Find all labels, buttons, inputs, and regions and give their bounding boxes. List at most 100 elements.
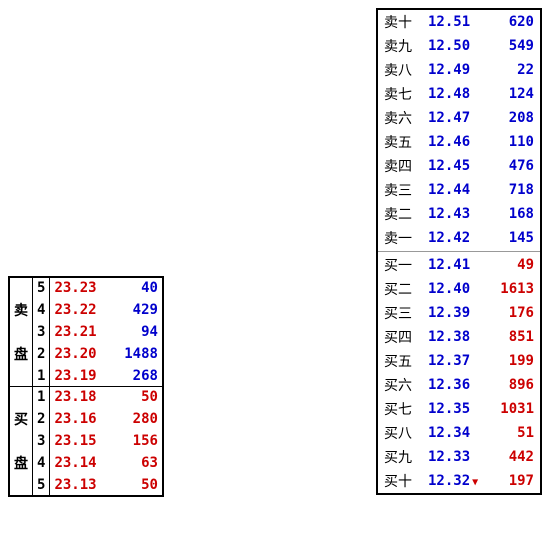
quantity-cell: 197 bbox=[478, 473, 534, 489]
level-number: 3 bbox=[33, 322, 50, 342]
level-label: 买五 bbox=[384, 351, 428, 371]
level-label: 买六 bbox=[384, 375, 428, 395]
price-cell: 23.13 bbox=[50, 475, 106, 495]
order-row: 买一12.4149 bbox=[378, 253, 540, 277]
order-row: 买二12.401613 bbox=[378, 277, 540, 301]
order-row: 卖二12.43168 bbox=[378, 202, 540, 226]
price-cell: 23.21 bbox=[50, 322, 106, 342]
quantity-cell: 168 bbox=[478, 206, 534, 222]
quantity-cell: 268 bbox=[106, 366, 162, 387]
order-row: 买五12.37199 bbox=[378, 349, 540, 373]
quantity-cell: 429 bbox=[106, 298, 162, 322]
level-label: 卖三 bbox=[384, 180, 428, 200]
level-label: 卖六 bbox=[384, 108, 428, 128]
level-label: 卖一 bbox=[384, 228, 428, 248]
order-book-5level-grid: 523.2340卖423.22429 323.2194盘223.201488 1… bbox=[10, 278, 162, 495]
order-row: 买九12.33442 bbox=[378, 445, 540, 469]
price-cell: 23.20 bbox=[50, 342, 106, 366]
quantity-cell: 718 bbox=[478, 182, 534, 198]
price-cell: 12.44 bbox=[428, 182, 478, 198]
quantity-cell: 94 bbox=[106, 322, 162, 342]
price-cell: 23.23 bbox=[50, 278, 106, 298]
order-row: 买十12.32▼197 bbox=[378, 469, 540, 493]
level-label: 买一 bbox=[384, 255, 428, 275]
quantity-cell: 156 bbox=[106, 431, 162, 451]
price-cell: 23.16 bbox=[50, 407, 106, 431]
price-cell: 12.34 bbox=[428, 425, 478, 441]
level-label: 卖五 bbox=[384, 132, 428, 152]
price-cell: 23.14 bbox=[50, 451, 106, 475]
level-label: 卖十 bbox=[384, 12, 428, 32]
quantity-cell: 1031 bbox=[478, 401, 534, 417]
quantity-cell: 208 bbox=[478, 110, 534, 126]
ask-bid-divider bbox=[378, 251, 540, 252]
buy-section: 买一12.4149买二12.401613买三12.39176买四12.38851… bbox=[378, 253, 540, 493]
quantity-cell: 476 bbox=[478, 158, 534, 174]
order-row: 卖九12.50549 bbox=[378, 34, 540, 58]
side-label-char bbox=[10, 387, 33, 408]
price-cell: 12.50 bbox=[428, 38, 478, 54]
side-label-char bbox=[10, 366, 33, 387]
quantity-cell: 442 bbox=[478, 449, 534, 465]
side-label-char bbox=[10, 322, 33, 342]
level-number: 2 bbox=[33, 342, 50, 366]
side-label-char: 盘 bbox=[10, 451, 33, 475]
quantity-cell: 851 bbox=[478, 329, 534, 345]
price-cell: 23.22 bbox=[50, 298, 106, 322]
price-cell: 12.41 bbox=[428, 257, 478, 273]
level-label: 买九 bbox=[384, 447, 428, 467]
price-cell: 12.37 bbox=[428, 353, 478, 369]
side-label-char bbox=[10, 475, 33, 495]
level-number: 5 bbox=[33, 475, 50, 495]
price-cell: 12.43 bbox=[428, 206, 478, 222]
order-row: 卖八12.4922 bbox=[378, 58, 540, 82]
order-row: 卖三12.44718 bbox=[378, 178, 540, 202]
order-row: 卖十12.51620 bbox=[378, 10, 540, 34]
price-cell: 12.47 bbox=[428, 110, 478, 126]
price-cell: 12.40 bbox=[428, 281, 478, 297]
order-book-5level: 523.2340卖423.22429 323.2194盘223.201488 1… bbox=[8, 276, 164, 497]
level-number: 3 bbox=[33, 431, 50, 451]
order-row: 卖七12.48124 bbox=[378, 82, 540, 106]
price-cell: 12.42 bbox=[428, 230, 478, 246]
price-cell: 12.32▼ bbox=[428, 473, 478, 489]
side-label-char: 卖 bbox=[10, 298, 33, 322]
level-label: 卖四 bbox=[384, 156, 428, 176]
level-label: 卖八 bbox=[384, 60, 428, 80]
level-number: 2 bbox=[33, 407, 50, 431]
order-row: 买八12.3451 bbox=[378, 421, 540, 445]
quantity-cell: 549 bbox=[478, 38, 534, 54]
quantity-cell: 1613 bbox=[478, 281, 534, 297]
quantity-cell: 280 bbox=[106, 407, 162, 431]
quantity-cell: 620 bbox=[478, 14, 534, 30]
quantity-cell: 22 bbox=[478, 62, 534, 78]
price-cell: 23.18 bbox=[50, 387, 106, 408]
quantity-cell: 176 bbox=[478, 305, 534, 321]
level-label: 买三 bbox=[384, 303, 428, 323]
level-label: 卖七 bbox=[384, 84, 428, 104]
quantity-cell: 40 bbox=[106, 278, 162, 298]
price-cell: 12.38 bbox=[428, 329, 478, 345]
quantity-cell: 63 bbox=[106, 451, 162, 475]
level-number: 5 bbox=[33, 278, 50, 298]
order-row: 卖六12.47208 bbox=[378, 106, 540, 130]
level-label: 买二 bbox=[384, 279, 428, 299]
order-row: 买四12.38851 bbox=[378, 325, 540, 349]
sell-section: 523.2340卖423.22429 323.2194盘223.201488 1… bbox=[10, 278, 162, 387]
price-cell: 12.33 bbox=[428, 449, 478, 465]
quantity-cell: 49 bbox=[478, 257, 534, 273]
order-row: 买六12.36896 bbox=[378, 373, 540, 397]
price-cell: 12.36 bbox=[428, 377, 478, 393]
quantity-cell: 896 bbox=[478, 377, 534, 393]
price-cell: 23.15 bbox=[50, 431, 106, 451]
level-label: 买四 bbox=[384, 327, 428, 347]
level-number: 4 bbox=[33, 298, 50, 322]
level-label: 卖二 bbox=[384, 204, 428, 224]
quantity-cell: 199 bbox=[478, 353, 534, 369]
quantity-cell: 110 bbox=[478, 134, 534, 150]
quantity-cell: 124 bbox=[478, 86, 534, 102]
price-cell: 12.48 bbox=[428, 86, 478, 102]
level-label: 买七 bbox=[384, 399, 428, 419]
quantity-cell: 1488 bbox=[106, 342, 162, 366]
price-cell: 12.46 bbox=[428, 134, 478, 150]
